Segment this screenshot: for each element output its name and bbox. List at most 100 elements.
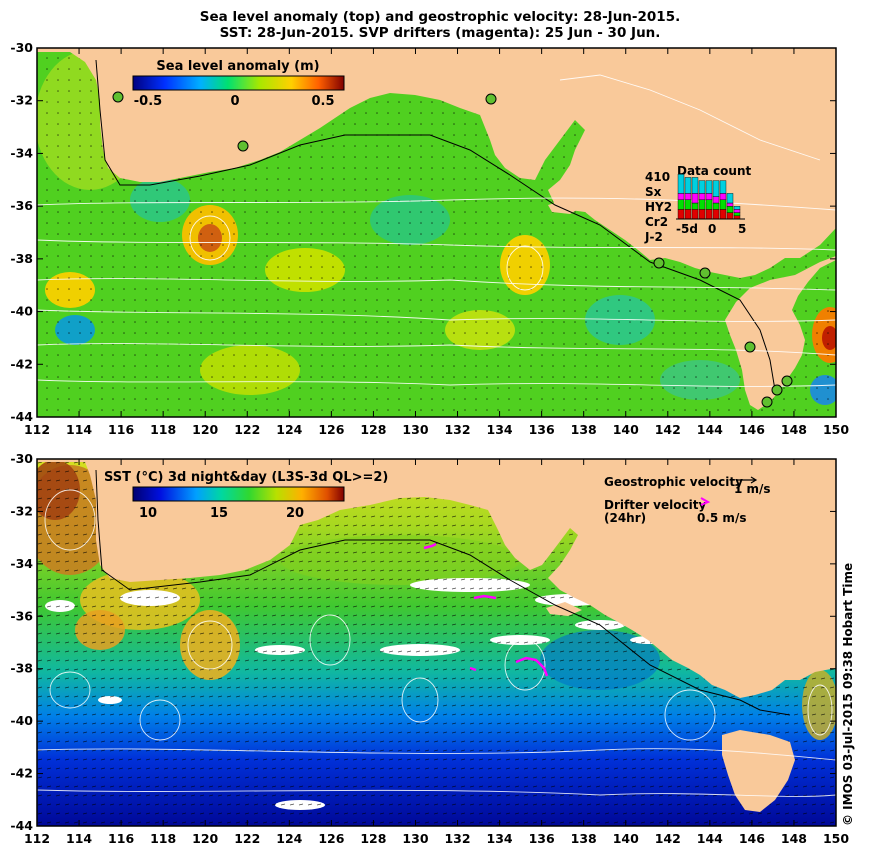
top-lon-label: 150 <box>823 422 849 437</box>
bottom-lon-label: 136 <box>529 831 555 846</box>
bottom-lon-label: 120 <box>192 831 218 846</box>
bottom-lat-label: -32 <box>10 503 33 518</box>
count-bar-hy2 <box>733 209 741 213</box>
top-lon-label: 148 <box>781 422 807 437</box>
drifter-velocity-label: Drifter velocity <box>604 498 706 512</box>
count-bar-hy2 <box>691 193 699 204</box>
count-bar-j2 <box>726 212 734 220</box>
top-panel-frame <box>36 47 837 418</box>
top-lon-label: 136 <box>529 422 555 437</box>
top-lat-label: -40 <box>10 304 33 319</box>
count-bar-hy2 <box>698 193 706 200</box>
count-tick-3: 5 <box>738 222 746 236</box>
count-bar-cr2 <box>698 199 706 210</box>
count-bar-j2 <box>712 209 720 220</box>
count-bar-sx <box>691 177 699 194</box>
bottom-lon-label: 150 <box>823 831 849 846</box>
drifter-velocity-sublabel: (24hr) <box>604 511 646 525</box>
top-lon-label: 116 <box>108 422 134 437</box>
count-bar-sx <box>684 177 692 194</box>
top-lon-label: 132 <box>444 422 470 437</box>
top-lon-label: 130 <box>402 422 428 437</box>
data-count-total: 410 <box>645 170 670 184</box>
count-bar-cr2 <box>705 199 713 210</box>
count-bar-sx <box>677 173 685 194</box>
top-lon-label: 140 <box>613 422 639 437</box>
drifter-velocity-scale: 0.5 m/s <box>697 511 746 525</box>
count-bar-sx <box>726 193 734 204</box>
count-bar-j2 <box>705 209 713 220</box>
bottom-lon-label: 118 <box>150 831 176 846</box>
sla-tick-1: -0.5 <box>134 94 162 109</box>
bottom-lon-label: 146 <box>739 831 765 846</box>
count-bar-j2 <box>684 209 692 220</box>
count-bar-cr2 <box>726 205 734 213</box>
map-title-line-1: Sea level anomaly (top) and geostrophic … <box>199 9 681 25</box>
bottom-lat-label: -42 <box>10 766 33 781</box>
top-lon-label: 118 <box>150 422 176 437</box>
top-lon-label: 128 <box>360 422 386 437</box>
top-lon-label: 144 <box>697 422 723 437</box>
top-lon-label: 112 <box>24 422 50 437</box>
top-lat-label: -30 <box>10 40 33 55</box>
bottom-lon-label: 148 <box>781 831 807 846</box>
sst-map <box>37 459 836 826</box>
bottom-lat-label: -34 <box>10 556 33 571</box>
bottom-lon-label: 112 <box>24 831 50 846</box>
bottom-panel-axes: 112 114 116 118 120 122 124 126 128 130 132 134 136 1… <box>10 451 849 846</box>
drifter-arrow-icon <box>700 497 711 506</box>
count-bar-hy2 <box>712 196 720 204</box>
bottom-panel-frame <box>36 458 837 827</box>
count-bar-j2 <box>677 209 685 220</box>
count-bar-hy2 <box>684 193 692 200</box>
count-bar-sx <box>719 180 727 194</box>
bottom-lon-label: 132 <box>444 831 470 846</box>
bottom-lon-label: 134 <box>487 831 513 846</box>
bottom-lon-label: 124 <box>276 831 302 846</box>
count-tick-2: 0 <box>708 222 716 236</box>
sst-tick-1: 10 <box>139 506 157 521</box>
bottom-lat-label: -36 <box>10 608 33 623</box>
top-lat-label: -44 <box>10 409 33 424</box>
top-panel-axes: 112 114 116 118 120 122 124 126 128 130 132 134 136 1… <box>10 40 849 437</box>
data-count-title: Data count <box>677 164 752 178</box>
velocity-legend: Geostrophic velocity 1 m/s Drifter veloc… <box>604 475 771 525</box>
count-bar-cr2 <box>733 212 741 217</box>
bottom-lat-label: -30 <box>10 451 33 466</box>
top-lon-label: 120 <box>192 422 218 437</box>
bottom-lon-label: 116 <box>108 831 134 846</box>
bottom-lat-label: -38 <box>10 661 33 676</box>
top-lon-label: 138 <box>571 422 597 437</box>
count-bar-cr2 <box>677 199 685 210</box>
map-title-line-2: SST: 28-Jun-2015. SVP drifters (magenta)… <box>219 25 661 41</box>
bottom-lon-label: 144 <box>697 831 723 846</box>
count-bar-cr2 <box>712 202 720 210</box>
mission-label-sx: Sx <box>645 185 662 199</box>
bottom-lon-label: 138 <box>571 831 597 846</box>
sst-colorbar: SST (°C) 3d night&day (L3S-3d QL>=2) 10 … <box>104 470 388 521</box>
top-lon-label: 122 <box>234 422 260 437</box>
sst-tick-2: 15 <box>210 506 228 521</box>
bottom-lat-label: -40 <box>10 713 33 728</box>
top-lat-label: -32 <box>10 93 33 108</box>
top-lon-label: 134 <box>487 422 513 437</box>
bottom-lat-label: -44 <box>10 818 33 833</box>
sla-colorbar-title: Sea level anomaly (m) <box>156 59 319 74</box>
sst-colorbar-title: SST (°C) 3d night&day (L3S-3d QL>=2) <box>104 470 388 485</box>
count-bar-cr2 <box>691 202 699 210</box>
top-lon-label: 146 <box>739 422 765 437</box>
top-lat-label: -34 <box>10 145 33 160</box>
count-bar-j2 <box>691 209 699 220</box>
top-lat-label: -36 <box>10 198 33 213</box>
bottom-lon-label: 114 <box>66 831 92 846</box>
count-bar-sx <box>698 180 706 194</box>
top-lon-label: 114 <box>66 422 92 437</box>
mission-label-hy2: HY2 <box>645 200 672 214</box>
top-lon-label: 142 <box>655 422 681 437</box>
bottom-lon-label: 130 <box>402 831 428 846</box>
sla-colorbar: Sea level anomaly (m) -0.5 0 0.5 <box>132 59 345 109</box>
geo-velocity-label: Geostrophic velocity <box>604 475 743 489</box>
sea-level-anomaly-map <box>37 48 836 417</box>
bottom-lon-label: 140 <box>613 831 639 846</box>
